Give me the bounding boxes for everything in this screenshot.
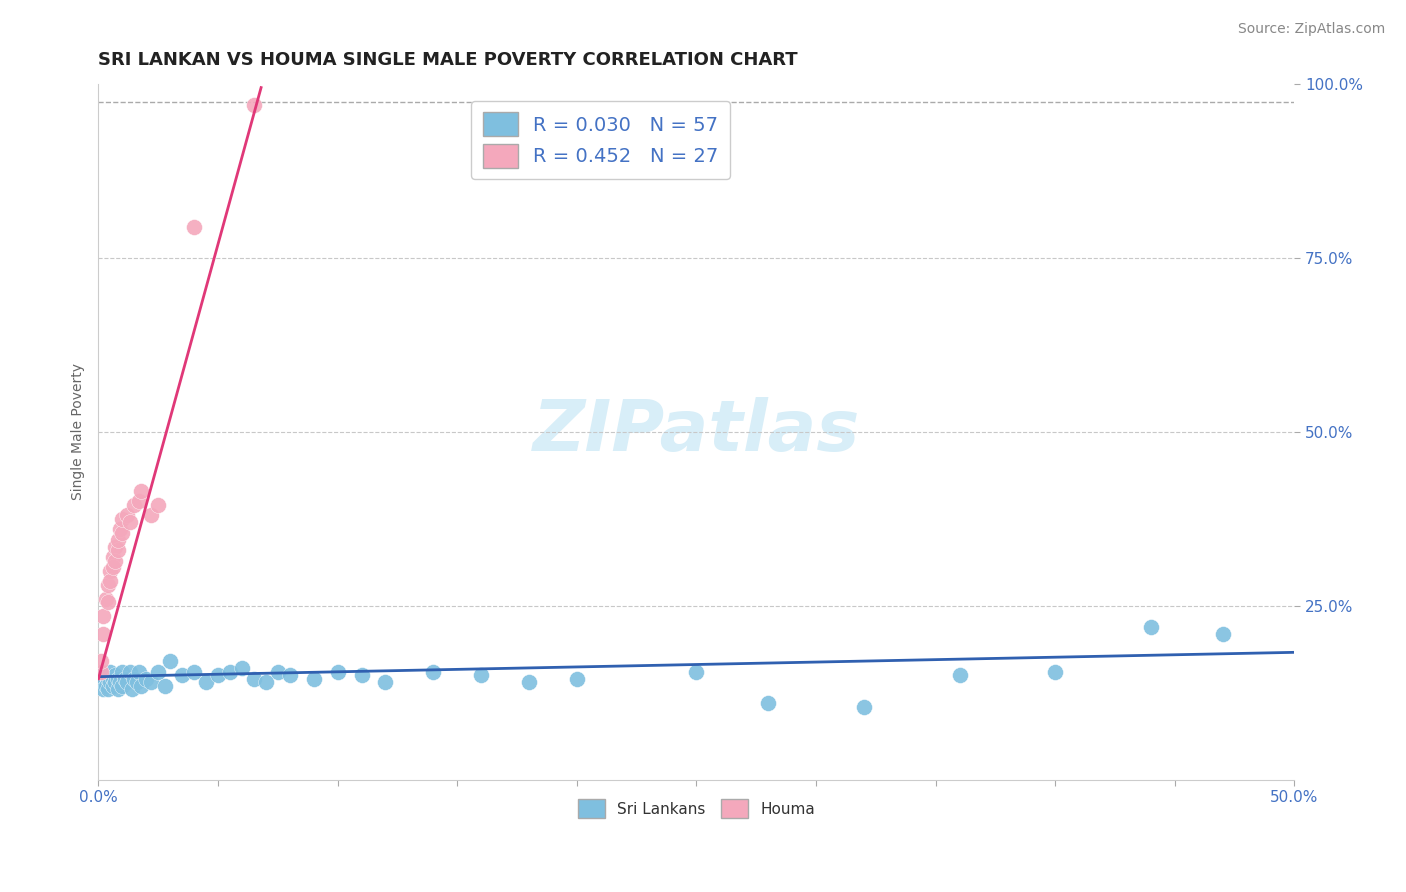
Point: [104, 540, 127, 554]
Point: [219, 665, 242, 679]
Point: [91, 609, 114, 624]
Point: [91, 682, 114, 697]
Point: [159, 654, 181, 668]
Point: [139, 508, 162, 523]
Point: [90, 654, 112, 668]
Point: [470, 668, 492, 682]
Point: [207, 668, 229, 682]
Point: [107, 672, 129, 686]
Point: [94, 679, 117, 693]
Point: [101, 672, 124, 686]
Point: [94, 668, 117, 682]
Point: [118, 665, 141, 679]
Point: [107, 543, 129, 558]
Point: [302, 672, 325, 686]
Point: [756, 696, 779, 710]
Point: [91, 672, 114, 686]
Legend: Sri Lankans, Houma: Sri Lankans, Houma: [571, 793, 821, 824]
Point: [97, 682, 120, 697]
Point: [115, 675, 138, 690]
Text: Source: ZipAtlas.com: Source: ZipAtlas.com: [1237, 22, 1385, 37]
Point: [125, 675, 148, 690]
Point: [231, 661, 253, 675]
Point: [104, 553, 127, 567]
Point: [183, 665, 205, 679]
Point: [172, 668, 194, 682]
Point: [107, 533, 129, 547]
Point: [101, 549, 124, 564]
Point: [91, 626, 114, 640]
Point: [131, 483, 153, 498]
Point: [107, 682, 129, 697]
Point: [131, 679, 153, 693]
Y-axis label: Single Male Poverty: Single Male Poverty: [72, 363, 86, 500]
Point: [124, 672, 146, 686]
Point: [148, 498, 170, 512]
Point: [114, 672, 136, 686]
Point: [948, 668, 970, 682]
Point: [97, 578, 120, 592]
Point: [124, 498, 146, 512]
Point: [852, 699, 875, 714]
Point: [128, 494, 150, 508]
Point: [565, 672, 588, 686]
Point: [128, 665, 150, 679]
Point: [254, 675, 277, 690]
Text: SRI LANKAN VS HOUMA SINGLE MALE POVERTY CORRELATION CHART: SRI LANKAN VS HOUMA SINGLE MALE POVERTY …: [98, 51, 799, 69]
Point: [104, 668, 127, 682]
Point: [90, 665, 112, 679]
Point: [148, 665, 170, 679]
Point: [100, 564, 122, 578]
Point: [111, 679, 134, 693]
Point: [97, 672, 120, 686]
Point: [135, 672, 157, 686]
Point: [90, 665, 112, 679]
Point: [1140, 619, 1163, 633]
Point: [243, 672, 266, 686]
Point: [101, 679, 124, 693]
Point: [350, 668, 373, 682]
Point: [111, 512, 134, 526]
Point: [195, 675, 218, 690]
Text: ZIPatlas: ZIPatlas: [533, 397, 860, 467]
Point: [326, 665, 349, 679]
Point: [108, 675, 131, 690]
Point: [100, 665, 122, 679]
Point: [685, 665, 707, 679]
Point: [267, 665, 290, 679]
Point: [115, 508, 138, 523]
Point: [243, 98, 266, 112]
Point: [1212, 626, 1234, 640]
Point: [118, 516, 141, 530]
Point: [111, 665, 134, 679]
Point: [183, 219, 205, 234]
Point: [94, 591, 117, 606]
Point: [97, 595, 120, 609]
Point: [111, 525, 134, 540]
Point: [90, 675, 112, 690]
Point: [139, 675, 162, 690]
Point: [422, 665, 444, 679]
Point: [100, 574, 122, 589]
Point: [104, 675, 127, 690]
Point: [101, 560, 124, 574]
Point: [517, 675, 540, 690]
Point: [100, 675, 122, 690]
Point: [121, 682, 143, 697]
Point: [278, 668, 301, 682]
Point: [108, 522, 131, 536]
Point: [155, 679, 177, 693]
Point: [1045, 665, 1067, 679]
Point: [374, 675, 396, 690]
